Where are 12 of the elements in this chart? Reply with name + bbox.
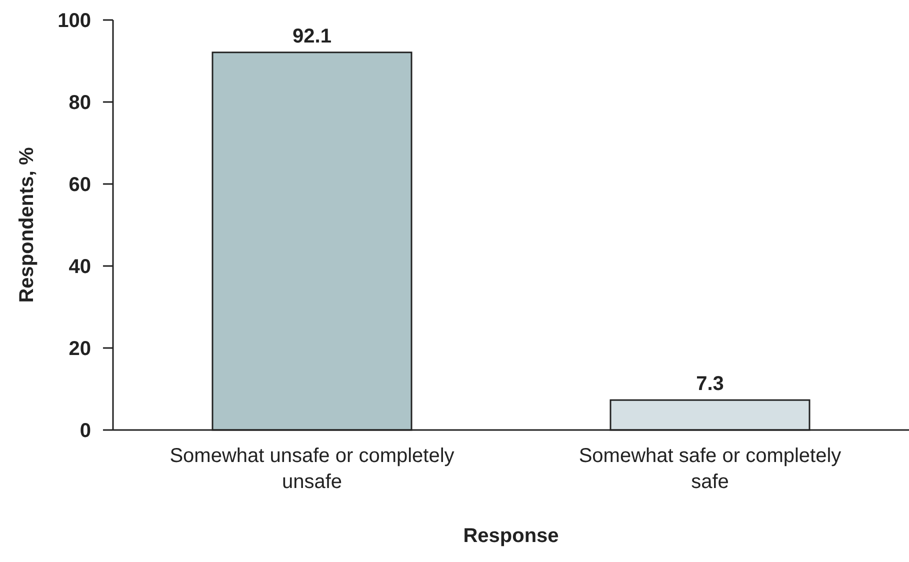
y-tick-label: 40: [68, 256, 91, 278]
data-label: 92.1: [292, 25, 332, 48]
data-label: 7.3: [696, 373, 724, 396]
y-tick-label: 60: [68, 174, 91, 196]
y-tick-label: 100: [58, 10, 91, 32]
x-axis-title: Response: [463, 525, 559, 547]
x-tick-label: Somewhat safe or completely safe: [578, 445, 842, 493]
y-tick-label: 20: [68, 338, 91, 360]
x-tick-label: Somewhat unsafe or completely unsafe: [170, 445, 454, 493]
y-tick-label: 80: [68, 92, 91, 114]
y-tick-label: 0: [80, 420, 91, 442]
y-axis-title: Respondents, %: [16, 146, 38, 303]
